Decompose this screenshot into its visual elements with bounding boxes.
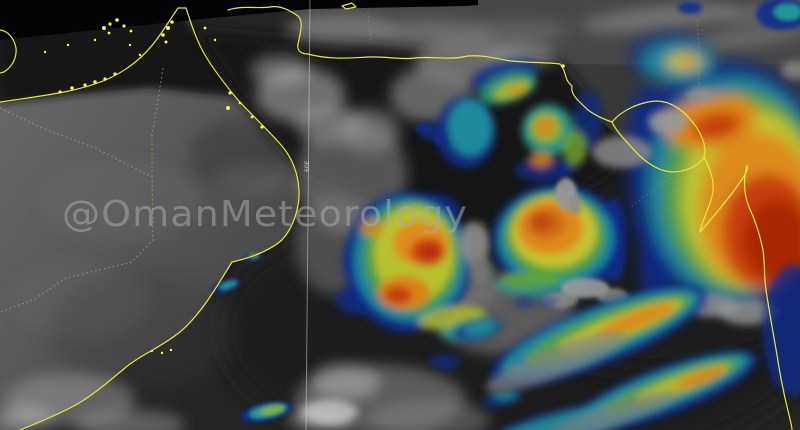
coastline-khambhat <box>699 156 714 233</box>
border-india-pakistan <box>696 19 700 93</box>
watermark-text: @OmanMeteorology <box>62 194 468 235</box>
longitude-gridline-60e <box>305 0 311 430</box>
cloud-wedge-gray <box>458 222 490 266</box>
coastline-arabia <box>0 7 300 430</box>
coastline-iran-islet <box>341 2 357 10</box>
scan-gap-band <box>0 0 478 40</box>
convection-cell-topright <box>678 0 800 30</box>
coastline-indus-delta <box>559 63 613 123</box>
convection-storm-central <box>492 184 626 297</box>
convection-storm-central-west <box>335 192 500 340</box>
cloud-wedge-gray2 <box>468 256 492 284</box>
cloud-gaps-southeast <box>485 331 677 430</box>
border-saudi-oman <box>0 107 154 313</box>
border-iran-internal <box>367 11 372 45</box>
gridline-label: 60E <box>304 160 311 172</box>
scan-gap-notch <box>466 0 478 5</box>
coastline-india-west <box>699 165 793 430</box>
borders-dashed <box>0 11 700 313</box>
city-lights <box>43 18 565 355</box>
coastline-qatar <box>0 29 17 74</box>
convection-arc-north <box>420 58 602 182</box>
coastline-iran <box>227 6 561 65</box>
cloud-bright-bottom <box>302 400 358 424</box>
convection-storm-east <box>628 34 800 310</box>
border-uae-oman <box>151 67 164 177</box>
border-maritime <box>631 175 673 207</box>
convection-small-cells-west <box>211 122 447 423</box>
